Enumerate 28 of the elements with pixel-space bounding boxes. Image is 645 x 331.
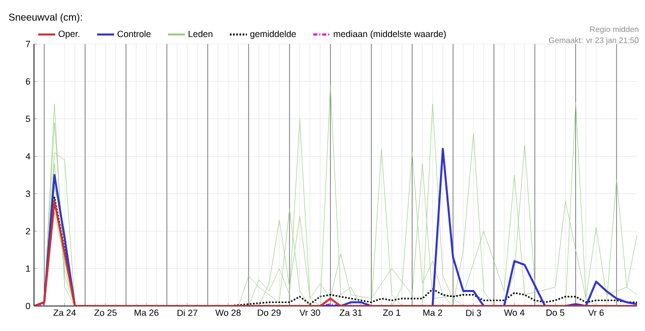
x-tick-label: Vr 30 xyxy=(299,310,320,316)
legend-label: Oper. xyxy=(58,30,80,39)
legend-label: gemiddelde xyxy=(250,30,296,39)
x-tick-label: Za 31 xyxy=(340,310,362,316)
x-tick-label: Ma 2 xyxy=(423,310,442,316)
x-tick-label: Zo 1 xyxy=(383,310,400,316)
y-tick-label: 6 xyxy=(26,78,30,85)
legend-label: Leden xyxy=(188,30,212,38)
y-tick-label: 0 xyxy=(26,302,30,310)
y-tick-label: 1 xyxy=(26,265,30,272)
y-tick-label: 5 xyxy=(26,116,30,122)
y-tick-label: 4 xyxy=(26,153,30,160)
x-tick-label: Wo 4 xyxy=(504,310,524,316)
x-tick-label: Do 29 xyxy=(258,310,281,316)
x-tick-label: Di 27 xyxy=(178,310,198,316)
y-tick-label: 2 xyxy=(26,228,30,234)
x-tick-label: Vr 6 xyxy=(588,310,604,316)
x-tick-label: Zo 25 xyxy=(94,310,117,316)
x-tick-label: Di 3 xyxy=(466,310,482,316)
y-tick-label: 3 xyxy=(26,190,30,197)
x-tick-label: Za 24 xyxy=(53,310,76,316)
x-tick-label: Do 5 xyxy=(546,310,564,316)
x-tick-label: Wo 28 xyxy=(215,310,241,316)
legend-label: Controle xyxy=(118,30,151,38)
y-tick-label: 7 xyxy=(26,40,30,48)
x-tick-label: Ma 26 xyxy=(134,310,158,316)
legend-label: mediaan (middelste waarde) xyxy=(334,30,446,39)
chart-title: Sneeuwval (cm): xyxy=(8,13,82,23)
